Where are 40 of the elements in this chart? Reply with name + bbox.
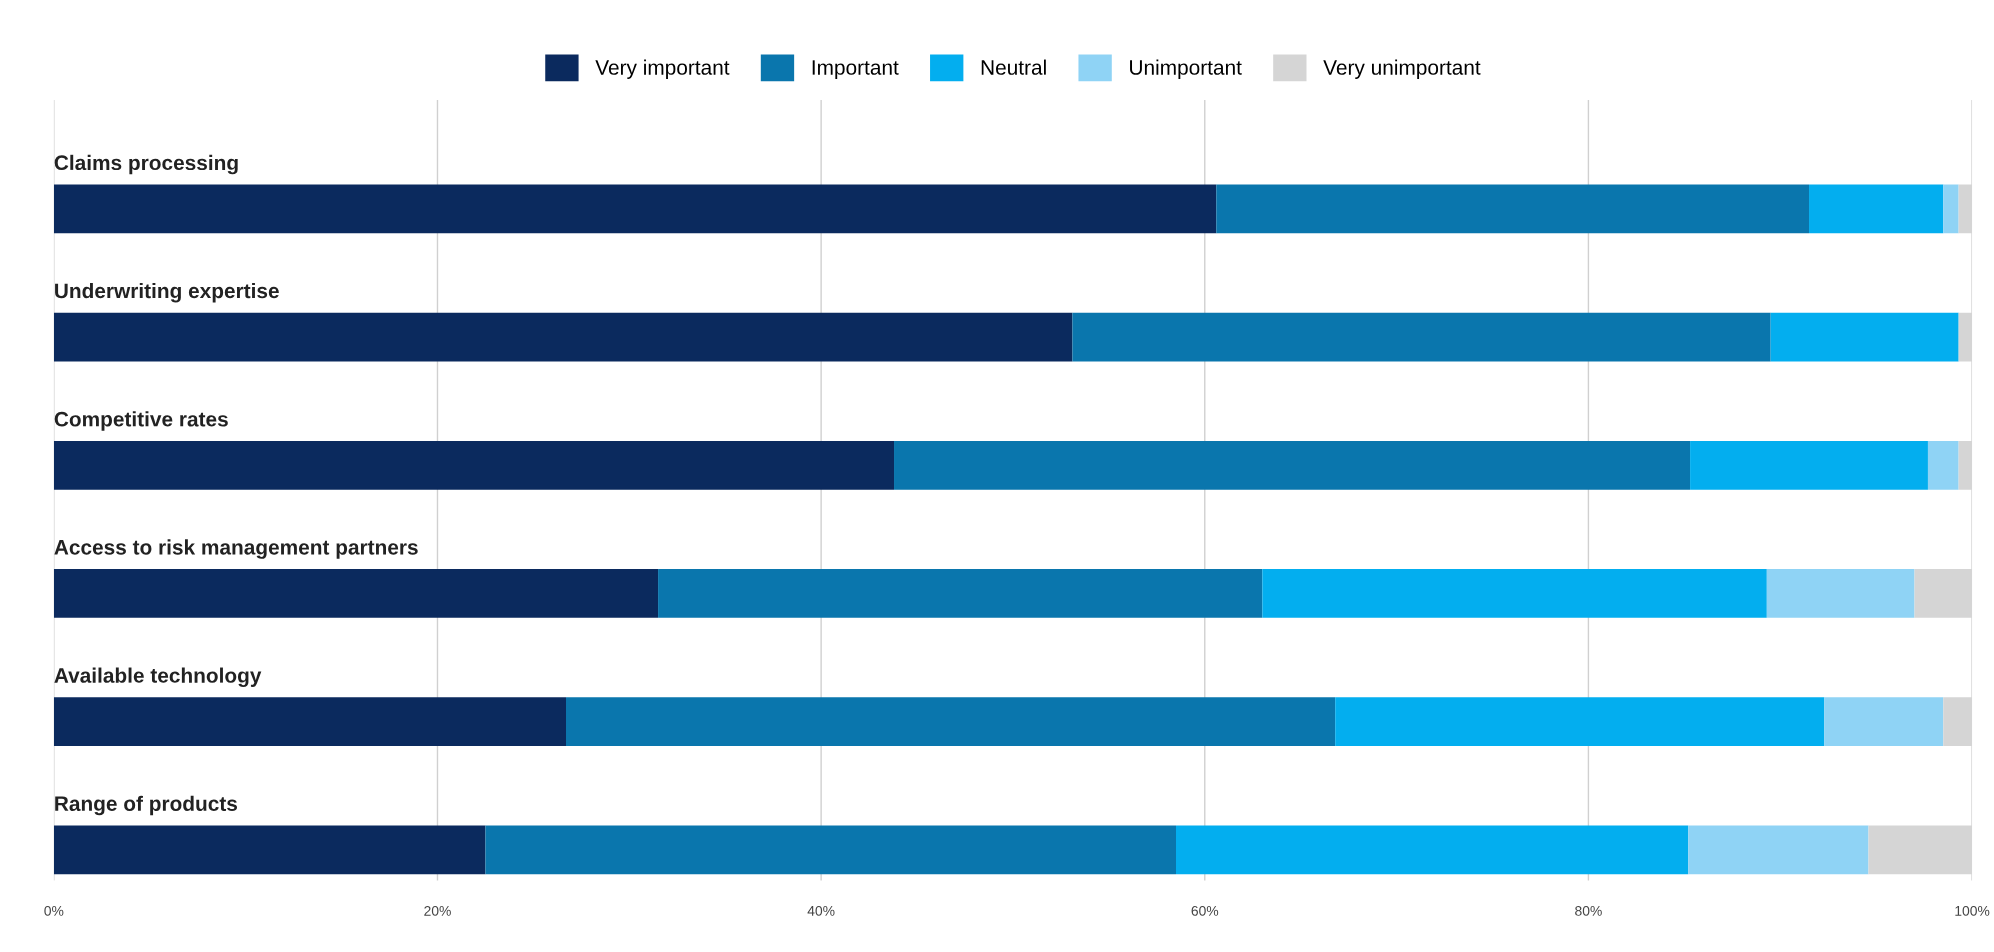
bar [1335,697,1825,747]
bar [485,825,1176,875]
bar [53,184,1217,234]
y-tick-label: Claims processing [54,154,238,175]
x-tick-label: 0% [44,905,64,916]
bar [1262,569,1767,618]
x-tick-label: 40% [807,905,835,916]
x-tick-label: 20% [424,905,451,916]
y-tick-label: Access to risk management partners [54,539,418,559]
bar [1690,440,1928,490]
bar [566,697,1336,747]
bar [1809,184,1944,234]
legend-label: Important [812,60,899,79]
bar [1176,825,1689,875]
bar [1216,184,1810,234]
y-tick-label: Available technology [54,667,262,688]
y-tick-label: Range of products [55,795,238,816]
x-tick-label: 100% [1955,905,1990,916]
bar [1770,312,1959,362]
bar [894,440,1691,490]
bar [1766,569,1915,618]
y-tick-label: Underwriting expertise [55,282,279,303]
bar [53,440,895,490]
bar [1943,184,1959,234]
bar [1927,440,1959,490]
bar [1072,312,1771,362]
y-tick-label: Competitive rates [54,411,228,431]
legend-label: Very important [595,59,730,79]
x-tick-label: 60% [1191,905,1219,916]
bar [53,312,1073,362]
bar [53,825,486,875]
bar [1688,825,1869,875]
legend-label: Unimportant [1130,59,1242,79]
legend-label: Neutral [981,59,1046,75]
x-tick-label: 80% [1575,905,1602,916]
legend-label: Very unimportant [1323,59,1481,79]
bar [1824,697,1944,747]
bar [53,569,659,618]
bar [53,697,566,747]
bar [658,569,1263,618]
